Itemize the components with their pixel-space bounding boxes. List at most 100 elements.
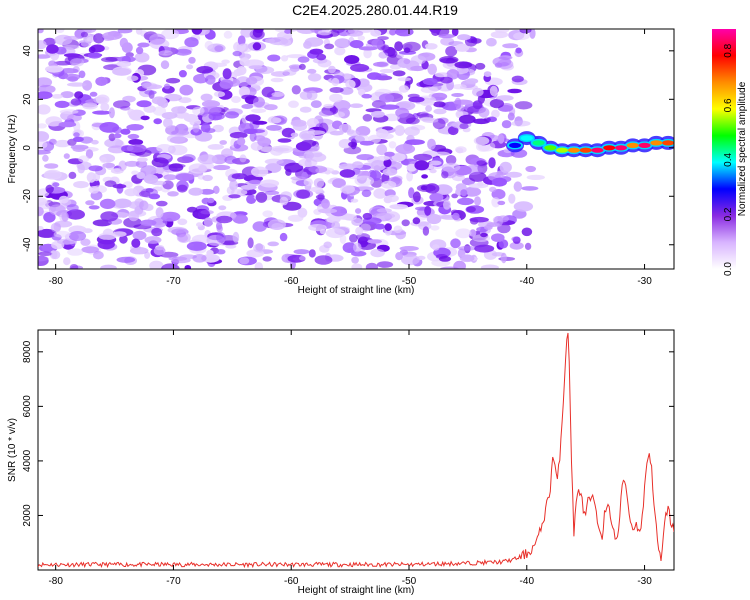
noise-blob: [325, 228, 346, 239]
noise-blob: [308, 249, 316, 258]
noise-blob: [222, 68, 232, 80]
noise-blob: [288, 64, 302, 70]
noise-blob: [85, 149, 94, 159]
signal-point: [520, 135, 533, 141]
noise-blob: [253, 96, 265, 108]
noise-blob: [394, 41, 403, 52]
noise-blob: [112, 184, 127, 189]
noise-blob: [405, 139, 425, 146]
noise-blob: [72, 145, 86, 152]
noise-blob: [338, 123, 352, 133]
noise-blob: [349, 103, 364, 108]
noise-blob: [502, 43, 519, 49]
signal-point: [638, 142, 651, 148]
noise-blob: [274, 29, 286, 33]
noise-blob: [301, 133, 312, 139]
noise-blob: [474, 196, 481, 206]
noise-blob: [395, 144, 416, 154]
noise-blob: [392, 70, 406, 77]
noise-blob: [230, 188, 248, 196]
noise-blob: [240, 184, 257, 190]
y-tick-label: 4000: [22, 449, 33, 472]
noise-blob: [59, 109, 79, 115]
noise-blob: [88, 186, 100, 194]
noise-blob: [480, 264, 499, 269]
colorbar-tick-label: 0.6: [723, 98, 734, 112]
noise-blob: [345, 79, 356, 90]
noise-blob: [318, 110, 334, 117]
noise-blob: [328, 29, 340, 37]
noise-blob: [496, 95, 514, 101]
noise-blob: [119, 234, 128, 244]
noise-blob: [55, 29, 65, 34]
noise-blob: [451, 93, 464, 97]
noise-blob: [88, 165, 103, 172]
noise-blob: [425, 105, 432, 112]
y-tick-label: 6000: [22, 395, 33, 418]
colorbar-tick-label: 0.0: [723, 262, 734, 276]
noise-blob: [159, 98, 169, 108]
noise-blob: [186, 241, 207, 251]
noise-blob: [88, 46, 96, 53]
noise-blob: [213, 91, 226, 98]
noise-blob: [521, 227, 533, 237]
noise-blob: [241, 94, 254, 100]
noise-blob: [144, 236, 162, 244]
noise-blob: [102, 162, 115, 169]
noise-blob: [152, 106, 167, 116]
signal-point: [591, 147, 604, 153]
noise-blob: [388, 141, 397, 149]
noise-blob: [80, 238, 91, 246]
noise-blob: [511, 236, 521, 242]
noise-blob: [167, 191, 179, 197]
noise-blob: [140, 115, 150, 121]
noise-blob: [500, 252, 507, 264]
noise-blob: [393, 225, 403, 234]
noise-blob: [308, 165, 328, 174]
noise-blob: [136, 171, 146, 180]
noise-blob: [151, 157, 169, 168]
noise-blob: [151, 227, 163, 237]
noise-blob: [57, 238, 77, 245]
spectrogram-signal-track: [506, 131, 674, 158]
noise-blob: [178, 234, 188, 243]
noise-blob: [163, 117, 173, 128]
noise-blob: [408, 96, 425, 103]
noise-blob: [351, 263, 363, 269]
noise-blob: [161, 29, 180, 40]
noise-blob: [68, 231, 87, 241]
noise-blob: [67, 82, 87, 87]
noise-blob: [410, 55, 427, 65]
noise-blob: [192, 253, 207, 263]
noise-blob: [483, 71, 492, 77]
noise-blob: [91, 139, 99, 145]
noise-blob: [427, 63, 438, 75]
noise-blob: [379, 104, 400, 110]
noise-blob: [451, 193, 459, 199]
noise-blob: [38, 40, 47, 50]
noise-blob: [93, 33, 105, 44]
noise-blob: [158, 50, 173, 56]
noise-blob: [469, 216, 489, 223]
noise-blob: [296, 189, 311, 199]
noise-blob: [452, 84, 467, 90]
noise-blob: [192, 123, 200, 133]
noise-blob: [401, 254, 420, 266]
noise-blob: [511, 75, 524, 83]
noise-blob: [99, 198, 116, 209]
noise-blob: [378, 93, 395, 103]
signal-point: [567, 147, 580, 153]
noise-blob: [98, 232, 117, 240]
noise-blob: [88, 205, 100, 210]
noise-blob: [395, 252, 403, 261]
noise-blob: [50, 222, 62, 233]
noise-blob: [376, 155, 390, 161]
noise-blob: [446, 69, 460, 80]
x-tick-label: -30: [637, 576, 652, 587]
noise-blob: [342, 213, 357, 221]
signal-point: [662, 140, 674, 146]
noise-blob: [332, 178, 346, 189]
noise-blob: [339, 169, 356, 178]
noise-blob: [82, 80, 93, 91]
noise-blob: [350, 198, 359, 203]
